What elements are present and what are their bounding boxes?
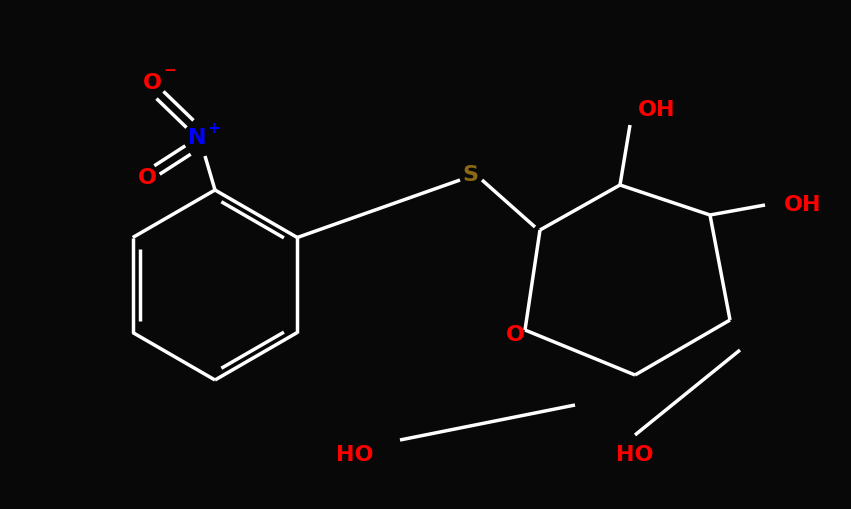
Text: OH: OH (638, 100, 676, 120)
Text: +: + (208, 121, 220, 135)
Text: N: N (188, 128, 206, 148)
Text: O: O (138, 168, 157, 188)
Text: HO: HO (336, 445, 374, 465)
Text: O: O (505, 325, 524, 345)
Text: −: − (163, 63, 176, 77)
Text: OH: OH (785, 195, 822, 215)
Text: HO: HO (616, 445, 654, 465)
Text: S: S (462, 165, 478, 185)
Text: O: O (142, 73, 162, 93)
